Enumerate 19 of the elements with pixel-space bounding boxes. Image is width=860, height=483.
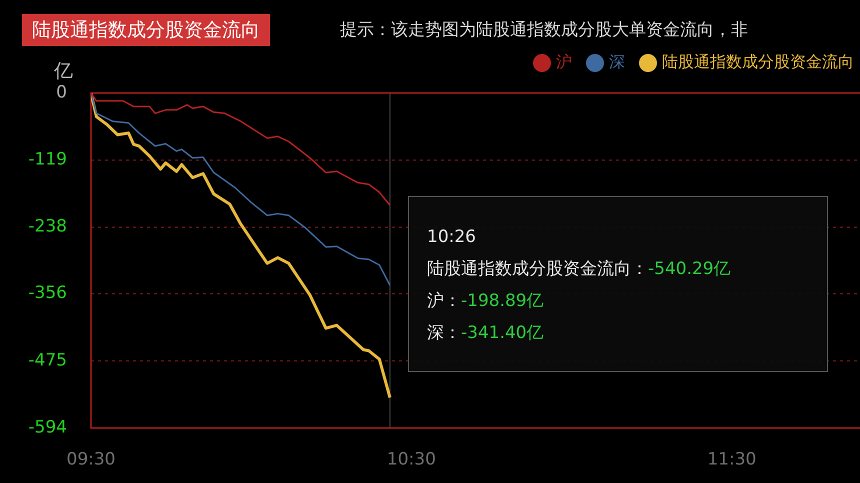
chart-subtitle: 提示：该走势图为陆股通指数成分股大单资金流向，非 (340, 19, 748, 41)
x-tick-label: 09:30 (66, 450, 116, 470)
x-tick-label: 11:30 (707, 450, 756, 470)
annotation: 陆股通指数成分股资金流向：-540.29亿 (427, 259, 731, 279)
y-tick-label: -119 (28, 150, 67, 170)
legend-label: 沪 (556, 52, 572, 73)
y-tick-label: -475 (28, 350, 67, 370)
y-tick-label: -238 (28, 216, 67, 237)
y-tick-label: -594 (28, 417, 67, 438)
legend-label: 陆股通指数成分股资金流向 (662, 52, 854, 73)
y-tick-label: -356 (28, 283, 67, 304)
y-tick-label: 0 (56, 82, 67, 102)
legend-label: 深 (609, 52, 625, 73)
x-tick-label: 10:30 (386, 450, 436, 470)
y-axis-title: 亿 (54, 59, 73, 84)
chart-title: 陆股通指数成分股资金流向 (22, 14, 270, 46)
annotation: 深：-341.40亿 (427, 323, 544, 343)
annotation: 沪：-198.89亿 (427, 291, 544, 311)
annotation: 10:26 (427, 227, 476, 247)
